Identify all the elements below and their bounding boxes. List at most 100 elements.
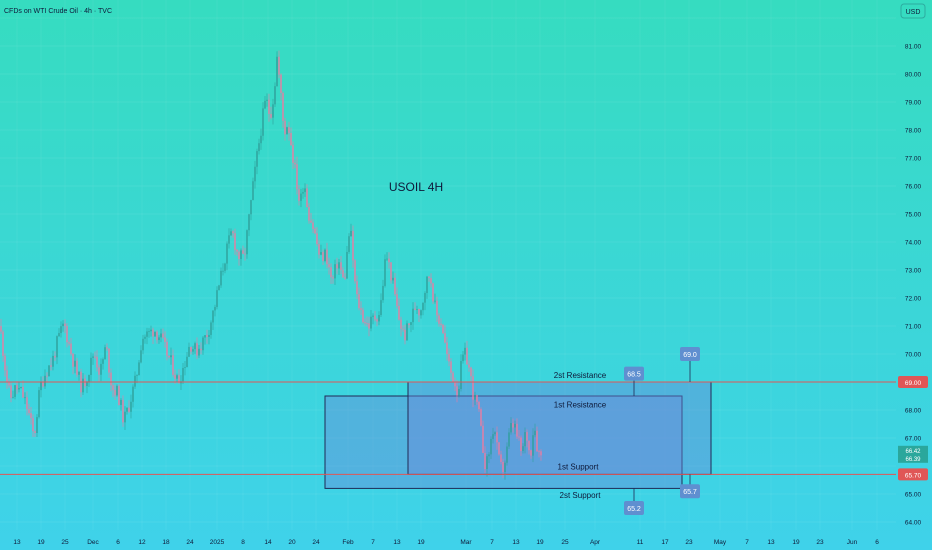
last-price-badge [898, 453, 928, 463]
candle-body [444, 333, 446, 343]
candle-body [60, 326, 62, 334]
y-tick-label: 74.00 [905, 240, 922, 247]
candle [54, 351, 56, 361]
candle-body [196, 343, 198, 356]
candle [60, 321, 62, 338]
symbol-header: CFDs on WTI Crude Oil · 4h · TVC [4, 8, 112, 15]
candle [480, 407, 482, 427]
candle [310, 212, 312, 224]
candle [16, 380, 18, 395]
x-tick-label: Dec [87, 539, 99, 546]
candle [124, 406, 126, 431]
candle-body [312, 222, 314, 229]
candle [468, 360, 470, 372]
zone-outer[interactable] [324, 395, 683, 489]
time-axis[interactable]: 13 19 25 Dec 6 12 18 24 2025 8 14 20 24 Feb 7 13 19 Mar 7 1… [13, 539, 879, 546]
x-tick-label: 23 [816, 539, 824, 546]
callout-box[interactable] [680, 484, 700, 499]
candle-body [460, 360, 462, 390]
candle [330, 263, 332, 284]
candle [454, 377, 456, 392]
zone-inner[interactable] [407, 381, 712, 475]
candle [306, 184, 308, 208]
candle [250, 199, 252, 221]
candle [488, 452, 490, 464]
candle [352, 225, 354, 268]
candle-body [484, 452, 486, 470]
currency-badge-frame[interactable] [900, 3, 926, 19]
candle-body [160, 333, 162, 338]
candle-body [12, 396, 14, 398]
candle-body [336, 264, 338, 269]
candle [46, 372, 48, 383]
price-axis[interactable]: 64.00 65.00 67.00 68.00 70.00 71.00 72.00 73.00… [905, 44, 922, 527]
candle-body [424, 293, 426, 303]
candle [98, 364, 100, 382]
candle-body [82, 378, 84, 393]
candle-body [28, 409, 30, 414]
candle-body [174, 374, 176, 379]
candle [66, 323, 68, 348]
candle-body [112, 385, 114, 390]
candle [432, 282, 434, 304]
candle [166, 338, 168, 361]
candle-body [48, 365, 50, 377]
candle [2, 329, 4, 362]
candle [126, 407, 128, 415]
candle [494, 431, 496, 436]
candle-body [406, 323, 408, 341]
candle [4, 353, 6, 377]
candle-body [114, 389, 116, 396]
candle-body [306, 188, 308, 208]
candle-body [518, 436, 520, 438]
candle-body [488, 454, 490, 457]
candle [294, 159, 296, 169]
candle-body [108, 348, 110, 373]
candle-body [392, 277, 394, 281]
candle [160, 328, 162, 343]
callout-box[interactable] [624, 501, 644, 515]
candle-body [44, 375, 46, 387]
y-tick-label: 65.00 [905, 492, 922, 499]
candle [412, 302, 414, 330]
candle [298, 184, 300, 206]
candle [288, 121, 290, 141]
candle [110, 368, 112, 392]
x-tick-label: 24 [186, 539, 194, 546]
candle-body [8, 382, 10, 386]
candle [418, 308, 420, 323]
candle [428, 275, 430, 282]
currency-badge[interactable]: USD [906, 9, 921, 16]
candle-body [468, 364, 470, 368]
callout-box[interactable] [624, 366, 644, 381]
candle [254, 160, 256, 189]
candle [238, 249, 240, 266]
x-tick-label: 12 [138, 539, 146, 546]
candle [430, 273, 432, 288]
candle-body [342, 270, 344, 278]
candle-body [324, 249, 326, 261]
candle-body [68, 342, 70, 344]
candle-body [70, 343, 72, 354]
candle [410, 321, 412, 333]
candle [94, 351, 96, 360]
candle [44, 369, 46, 390]
candle [70, 337, 72, 356]
candle-body [476, 394, 478, 402]
candle [74, 354, 76, 374]
candle-body [62, 323, 64, 327]
candle [134, 371, 136, 389]
candle [20, 386, 22, 389]
candle [296, 156, 298, 195]
candle-body [430, 278, 432, 284]
candle-body [206, 335, 208, 337]
candle [386, 252, 388, 262]
candle-body [204, 335, 206, 338]
callout-box[interactable] [680, 347, 700, 361]
candle-body [124, 411, 126, 423]
candle-body [128, 407, 130, 412]
candle [28, 403, 30, 416]
zone-layer [324, 381, 712, 489]
candle [264, 95, 266, 110]
